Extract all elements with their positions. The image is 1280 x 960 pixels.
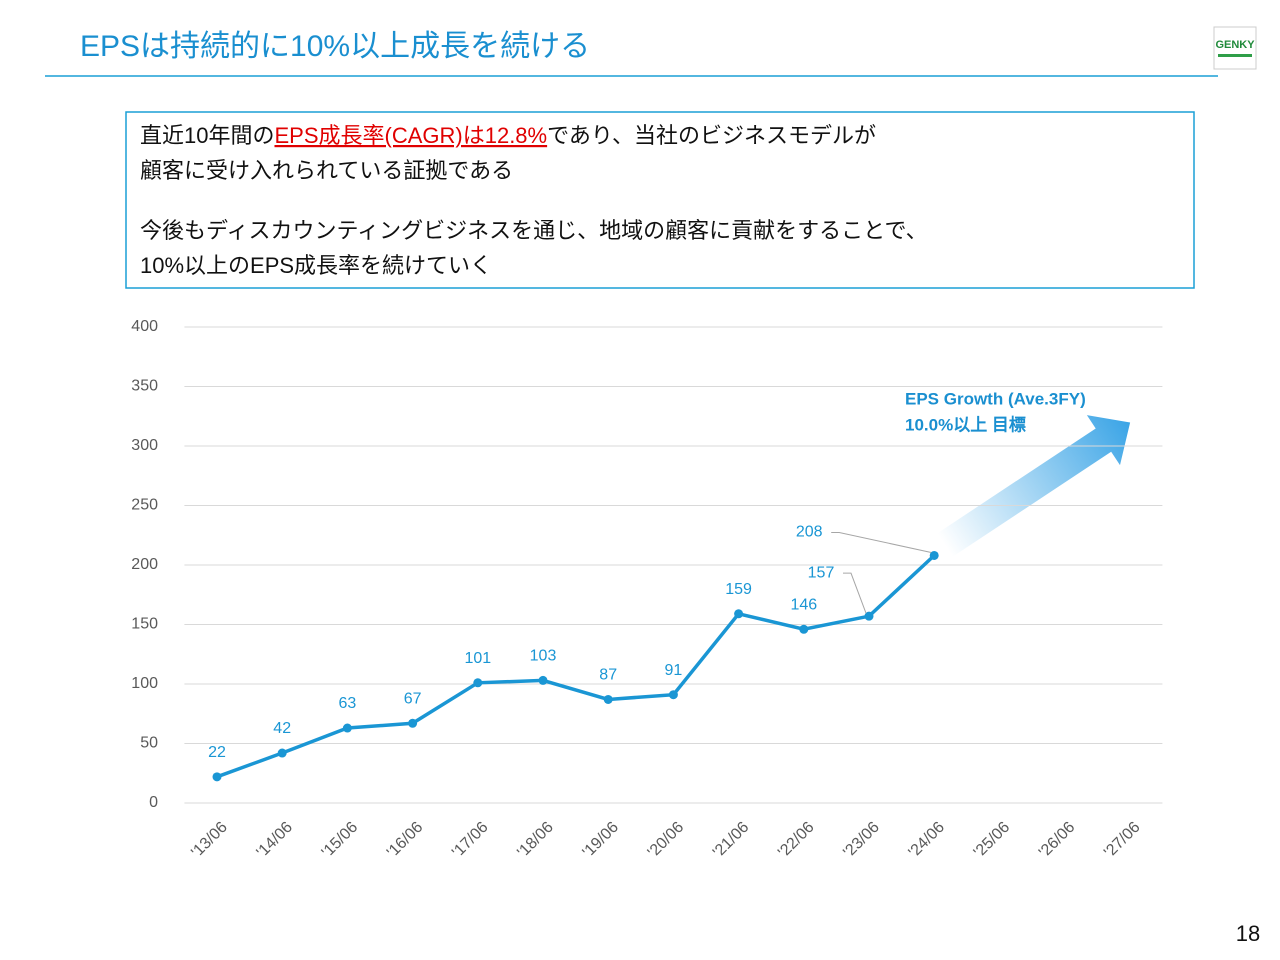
- annotation: EPS Growth (Ave.3FY): [905, 389, 1086, 408]
- point: [473, 678, 483, 688]
- x-tick-label: '27/06: [1101, 819, 1144, 862]
- data-label: 91: [665, 662, 683, 679]
- x-tick-label: '15/06: [319, 819, 362, 862]
- data-label: 67: [404, 690, 422, 707]
- x-tick-label: '20/06: [645, 819, 688, 862]
- data-label: 159: [725, 581, 752, 598]
- point: [277, 748, 287, 758]
- y-tick-label: 0: [149, 794, 158, 811]
- x-tick-label: '24/06: [906, 819, 949, 862]
- message-line: 顧客に受け入れられている証拠である: [140, 158, 513, 183]
- point: [342, 723, 352, 733]
- data-label: 208: [796, 524, 823, 541]
- logo-bar: [1218, 54, 1252, 57]
- arrow-shape: [937, 415, 1131, 557]
- message-text: であり、当社のビジネスモデルが: [547, 123, 876, 148]
- x-tick-label: '17/06: [449, 819, 492, 862]
- x-tick-label: '19/06: [580, 819, 623, 862]
- annotation: 10.0%以上 目標: [905, 414, 1026, 434]
- x-tick-label: '18/06: [514, 819, 557, 862]
- x-tick-label: '21/06: [710, 819, 753, 862]
- logo: GENKY: [1215, 39, 1255, 51]
- page-number: 18: [1236, 921, 1260, 946]
- data-label: 42: [273, 720, 291, 737]
- point: [212, 772, 222, 782]
- y-tick-label: 150: [131, 616, 158, 633]
- data-label: 157: [808, 564, 835, 581]
- point: [929, 550, 939, 560]
- y-tick-label: 50: [140, 735, 158, 752]
- data-label: 22: [208, 744, 226, 761]
- point: [538, 675, 548, 685]
- y-tick-label: 100: [131, 675, 158, 692]
- data-label: 101: [464, 650, 491, 667]
- y-tick-label: 300: [131, 437, 158, 454]
- logo-box: [1213, 26, 1257, 70]
- point: [408, 718, 418, 728]
- leader-line: [843, 572, 867, 614]
- data-label: 146: [790, 596, 817, 613]
- slide-title: EPSは持続的に10%以上成長を続ける: [80, 30, 590, 63]
- x-tick-label: '14/06: [254, 819, 297, 862]
- point: [603, 694, 613, 704]
- y-tick-label: 250: [131, 497, 158, 514]
- data-label: 103: [530, 648, 557, 665]
- point: [864, 611, 874, 621]
- series-line: [216, 554, 936, 779]
- leader-line: [831, 531, 932, 553]
- message-highlight: EPS成長率(CAGR)は12.8%: [274, 123, 547, 148]
- x-tick-label: '22/06: [775, 819, 818, 862]
- x-tick-label: '25/06: [971, 819, 1014, 862]
- x-tick-label: '26/06: [1036, 819, 1079, 862]
- data-label: 87: [599, 667, 617, 684]
- message-line: 直近10年間のEPS成長率(CAGR)は12.8%であり、当社のビジネスモデルが: [140, 123, 876, 148]
- data-label: 63: [339, 695, 357, 712]
- message-line: 今後もディスカウンティングビジネスを通じ、地域の顧客に貢献をすることで、: [140, 218, 928, 243]
- y-tick-label: 400: [131, 318, 158, 335]
- y-tick-label: 200: [131, 556, 158, 573]
- target-arrow: [937, 415, 1131, 557]
- y-tick-label: 350: [131, 378, 158, 395]
- x-tick-label: '16/06: [384, 819, 427, 862]
- point: [734, 609, 744, 619]
- message-box: [125, 111, 1195, 289]
- point: [668, 690, 678, 700]
- x-tick-label: '23/06: [840, 819, 883, 862]
- point: [799, 624, 809, 634]
- message-line: 10%以上のEPS成長率を続けていく: [140, 253, 492, 278]
- x-tick-label: '13/06: [188, 819, 231, 862]
- message-text: 直近10年間の: [140, 123, 274, 148]
